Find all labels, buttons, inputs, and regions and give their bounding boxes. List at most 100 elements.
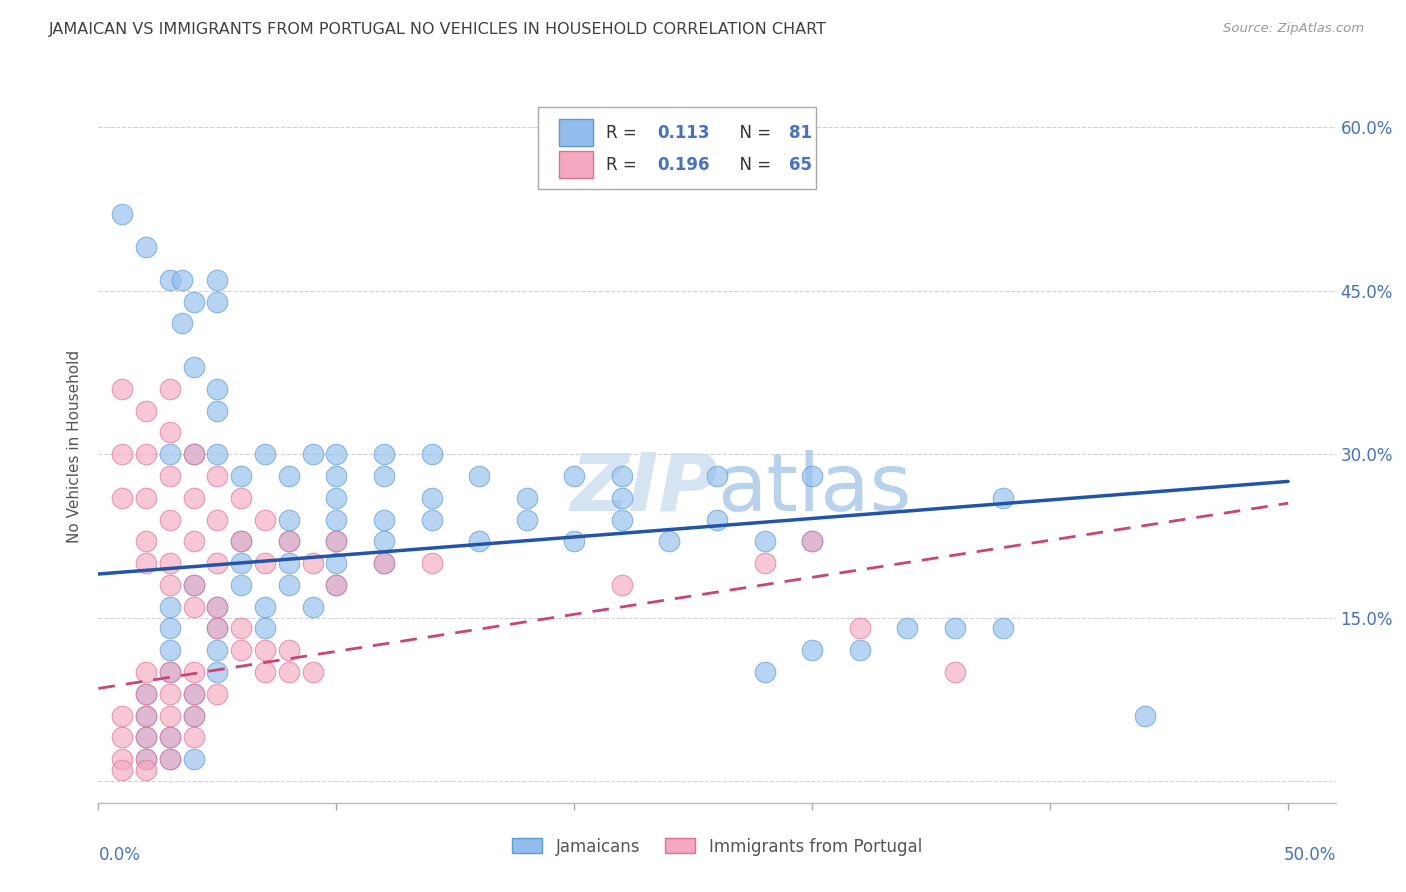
Point: [159, 665, 181, 679]
Point: [325, 556, 347, 570]
Point: [231, 534, 253, 549]
Point: [135, 447, 157, 461]
Text: JAMAICAN VS IMMIGRANTS FROM PORTUGAL NO VEHICLES IN HOUSEHOLD CORRELATION CHART: JAMAICAN VS IMMIGRANTS FROM PORTUGAL NO …: [49, 22, 827, 37]
Point: [801, 643, 824, 657]
Text: ZIP: ZIP: [569, 450, 717, 528]
Point: [610, 491, 633, 505]
Point: [183, 359, 205, 374]
Point: [325, 578, 347, 592]
Point: [183, 708, 205, 723]
Point: [159, 708, 181, 723]
Point: [277, 665, 299, 679]
Point: [468, 534, 491, 549]
Point: [135, 708, 157, 723]
Point: [420, 447, 443, 461]
Point: [159, 687, 181, 701]
Point: [231, 578, 253, 592]
Point: [325, 447, 347, 461]
Point: [159, 665, 181, 679]
Point: [111, 763, 134, 777]
Text: 50.0%: 50.0%: [1284, 846, 1336, 863]
Point: [373, 512, 395, 526]
Point: [253, 599, 276, 614]
Point: [207, 512, 229, 526]
Point: [111, 708, 134, 723]
Text: 0.196: 0.196: [658, 156, 710, 174]
FancyBboxPatch shape: [558, 120, 593, 146]
Text: R =: R =: [606, 124, 641, 142]
Text: N =: N =: [730, 156, 776, 174]
Point: [135, 491, 157, 505]
Point: [159, 622, 181, 636]
Point: [135, 403, 157, 417]
Point: [159, 425, 181, 440]
Point: [135, 763, 157, 777]
Point: [159, 512, 181, 526]
Point: [325, 491, 347, 505]
Point: [207, 599, 229, 614]
Point: [183, 687, 205, 701]
FancyBboxPatch shape: [537, 107, 815, 189]
Point: [658, 534, 681, 549]
Point: [159, 643, 181, 657]
Point: [207, 403, 229, 417]
Point: [207, 622, 229, 636]
Point: [159, 556, 181, 570]
Point: [943, 622, 966, 636]
Point: [301, 447, 323, 461]
Point: [373, 447, 395, 461]
Point: [159, 578, 181, 592]
Point: [516, 512, 538, 526]
Point: [277, 469, 299, 483]
Point: [277, 643, 299, 657]
Point: [170, 317, 193, 331]
Point: [301, 599, 323, 614]
Point: [943, 665, 966, 679]
Point: [207, 643, 229, 657]
Y-axis label: No Vehicles in Household: No Vehicles in Household: [67, 350, 83, 542]
Point: [183, 447, 205, 461]
Point: [301, 665, 323, 679]
FancyBboxPatch shape: [558, 152, 593, 178]
Point: [325, 469, 347, 483]
Text: Source: ZipAtlas.com: Source: ZipAtlas.com: [1223, 22, 1364, 36]
Point: [253, 643, 276, 657]
Point: [610, 512, 633, 526]
Point: [896, 622, 918, 636]
Point: [183, 752, 205, 766]
Text: 0.0%: 0.0%: [98, 846, 141, 863]
Point: [111, 752, 134, 766]
Point: [183, 578, 205, 592]
Point: [207, 622, 229, 636]
Point: [420, 556, 443, 570]
Text: R =: R =: [606, 156, 641, 174]
Point: [159, 752, 181, 766]
Point: [159, 752, 181, 766]
Legend: Jamaicans, Immigrants from Portugal: Jamaicans, Immigrants from Portugal: [506, 831, 928, 863]
Point: [373, 469, 395, 483]
Point: [135, 752, 157, 766]
Point: [135, 731, 157, 745]
Point: [135, 240, 157, 254]
Point: [183, 578, 205, 592]
Text: 65: 65: [789, 156, 811, 174]
Point: [301, 556, 323, 570]
Point: [373, 534, 395, 549]
Point: [420, 491, 443, 505]
Point: [135, 731, 157, 745]
Point: [135, 665, 157, 679]
Point: [111, 382, 134, 396]
Point: [849, 643, 872, 657]
Point: [610, 469, 633, 483]
Point: [183, 534, 205, 549]
Point: [991, 491, 1014, 505]
Point: [253, 556, 276, 570]
Point: [207, 665, 229, 679]
Point: [325, 534, 347, 549]
Point: [135, 708, 157, 723]
Point: [277, 534, 299, 549]
Point: [253, 622, 276, 636]
Point: [231, 622, 253, 636]
Point: [135, 556, 157, 570]
Point: [159, 731, 181, 745]
